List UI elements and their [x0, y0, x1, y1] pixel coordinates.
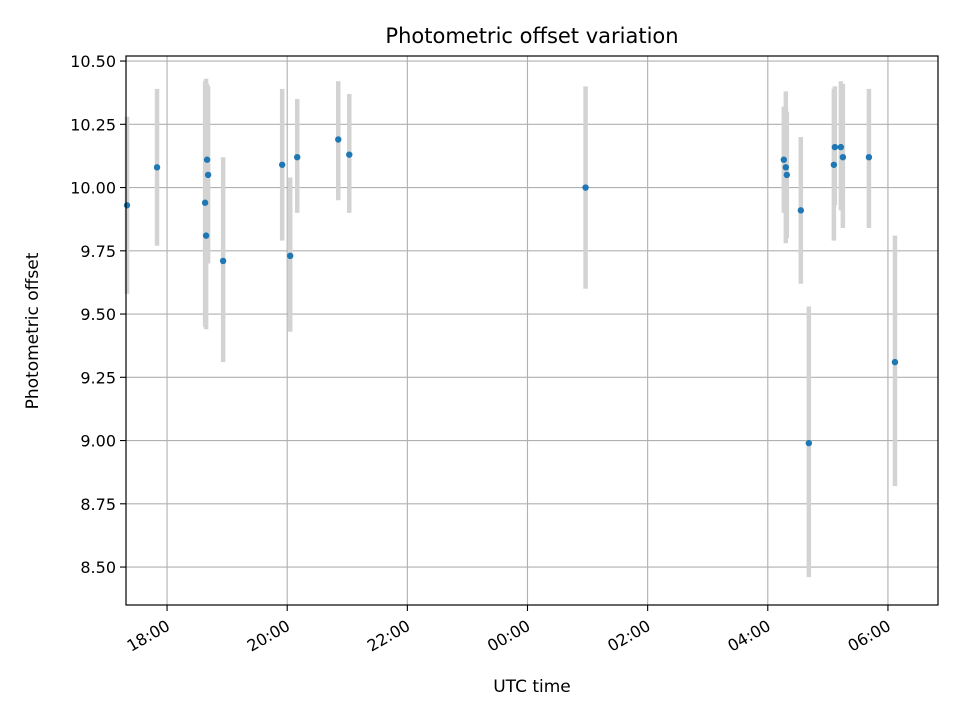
data-point [783, 171, 791, 179]
data-point [582, 184, 589, 191]
data-point [123, 202, 131, 209]
y-tick-label: 10.25 [70, 115, 116, 134]
data-point [830, 161, 838, 168]
y-tick-label: 9.25 [80, 368, 116, 387]
data-point [287, 252, 294, 260]
y-tick-label: 8.75 [80, 495, 116, 514]
data-point [202, 232, 210, 239]
y-tick-label: 10.00 [70, 179, 116, 198]
data-point [831, 143, 839, 151]
y-tick-label: 8.50 [80, 558, 116, 577]
data-point [346, 151, 353, 158]
y-axis-label: Photometric offset [23, 252, 43, 409]
data-point [335, 136, 342, 143]
data-point [865, 153, 873, 161]
y-axis-ticks: 8.50 8.75 9.00 9.25 9.50 9.75 10.00 10.25 10.50 [70, 52, 126, 577]
data-point-layer [123, 136, 899, 447]
data-point [780, 156, 788, 163]
data-point [891, 358, 899, 366]
data-point [797, 207, 805, 214]
data-point [204, 171, 212, 179]
data-point [203, 156, 211, 163]
y-tick-label: 9.00 [80, 432, 116, 451]
data-point [805, 439, 813, 447]
data-point [201, 199, 209, 206]
y-tick-label: 9.75 [80, 242, 116, 261]
data-point [219, 257, 227, 265]
x-axis-label: UTC time [493, 677, 571, 697]
plot-frame [125, 55, 939, 606]
data-point [839, 153, 847, 161]
chart-title: Photometric offset variation [385, 24, 678, 48]
data-point [153, 164, 161, 171]
data-point [294, 153, 301, 161]
data-point [837, 143, 845, 151]
data-point [782, 164, 790, 171]
y-tick-label: 10.50 [70, 52, 116, 71]
data-point [278, 161, 286, 168]
y-tick-label: 9.50 [80, 305, 116, 324]
